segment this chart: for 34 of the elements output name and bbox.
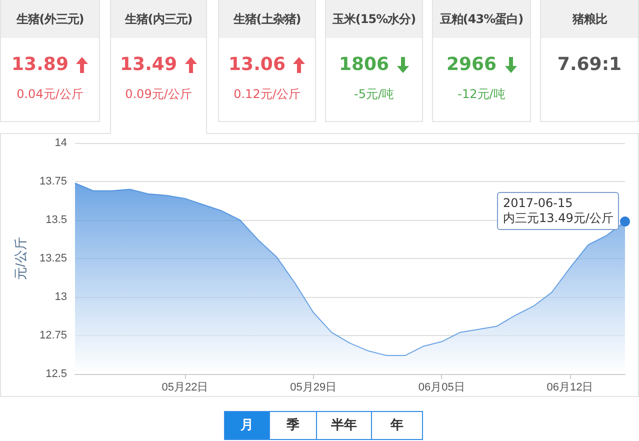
text: 0.04元/公斤	[16, 86, 84, 103]
text: 2966	[446, 54, 497, 75]
text: -12元/吨	[456, 86, 506, 103]
category-label: 生猪(外三元)	[1, 0, 99, 38]
text: 1806	[338, 54, 390, 75]
text: 0.09元/公斤	[124, 86, 193, 103]
text: 13.89	[12, 54, 68, 75]
text: 0.12元/公斤	[232, 86, 302, 103]
text: 月	[225, 412, 269, 439]
category-label: 豆粕(43%蛋白)	[433, 0, 530, 38]
x-tick-label: 06月05日	[418, 382, 465, 394]
category-label: 玉米(15%水分)	[326, 0, 422, 38]
text: 13.49	[120, 54, 177, 75]
y-tick-label: 13	[54, 291, 67, 303]
y-tick-label: 12.75	[39, 330, 67, 342]
x-tick-label: 05月29日	[290, 382, 337, 394]
x-tick-label: 06月12日	[546, 382, 594, 394]
category-label: 猪粮比	[541, 0, 638, 38]
annotation: 2017-06-15 内三元13.49元/公斤	[497, 192, 620, 230]
text: 年	[371, 412, 422, 439]
category-label: 生猪(土杂猪)	[219, 0, 315, 38]
y-tick-label: 13.5	[46, 214, 67, 226]
text: 半年	[316, 412, 371, 439]
text: 季	[269, 412, 316, 439]
text: -5元/吨	[352, 86, 395, 103]
text: 7.69:1	[557, 54, 622, 75]
y-tick-label: 12.5	[46, 368, 67, 380]
text: 13.06	[228, 54, 286, 75]
y-tick-label: 13.75	[39, 176, 67, 188]
y-axis-title: 元/公斤	[13, 237, 28, 280]
y-tick-label: 14	[54, 137, 67, 149]
category-label: 生猪(内三元)	[111, 0, 206, 38]
y-tick-label: 13.25	[39, 252, 67, 264]
x-tick-label: 05月22日	[162, 382, 208, 394]
